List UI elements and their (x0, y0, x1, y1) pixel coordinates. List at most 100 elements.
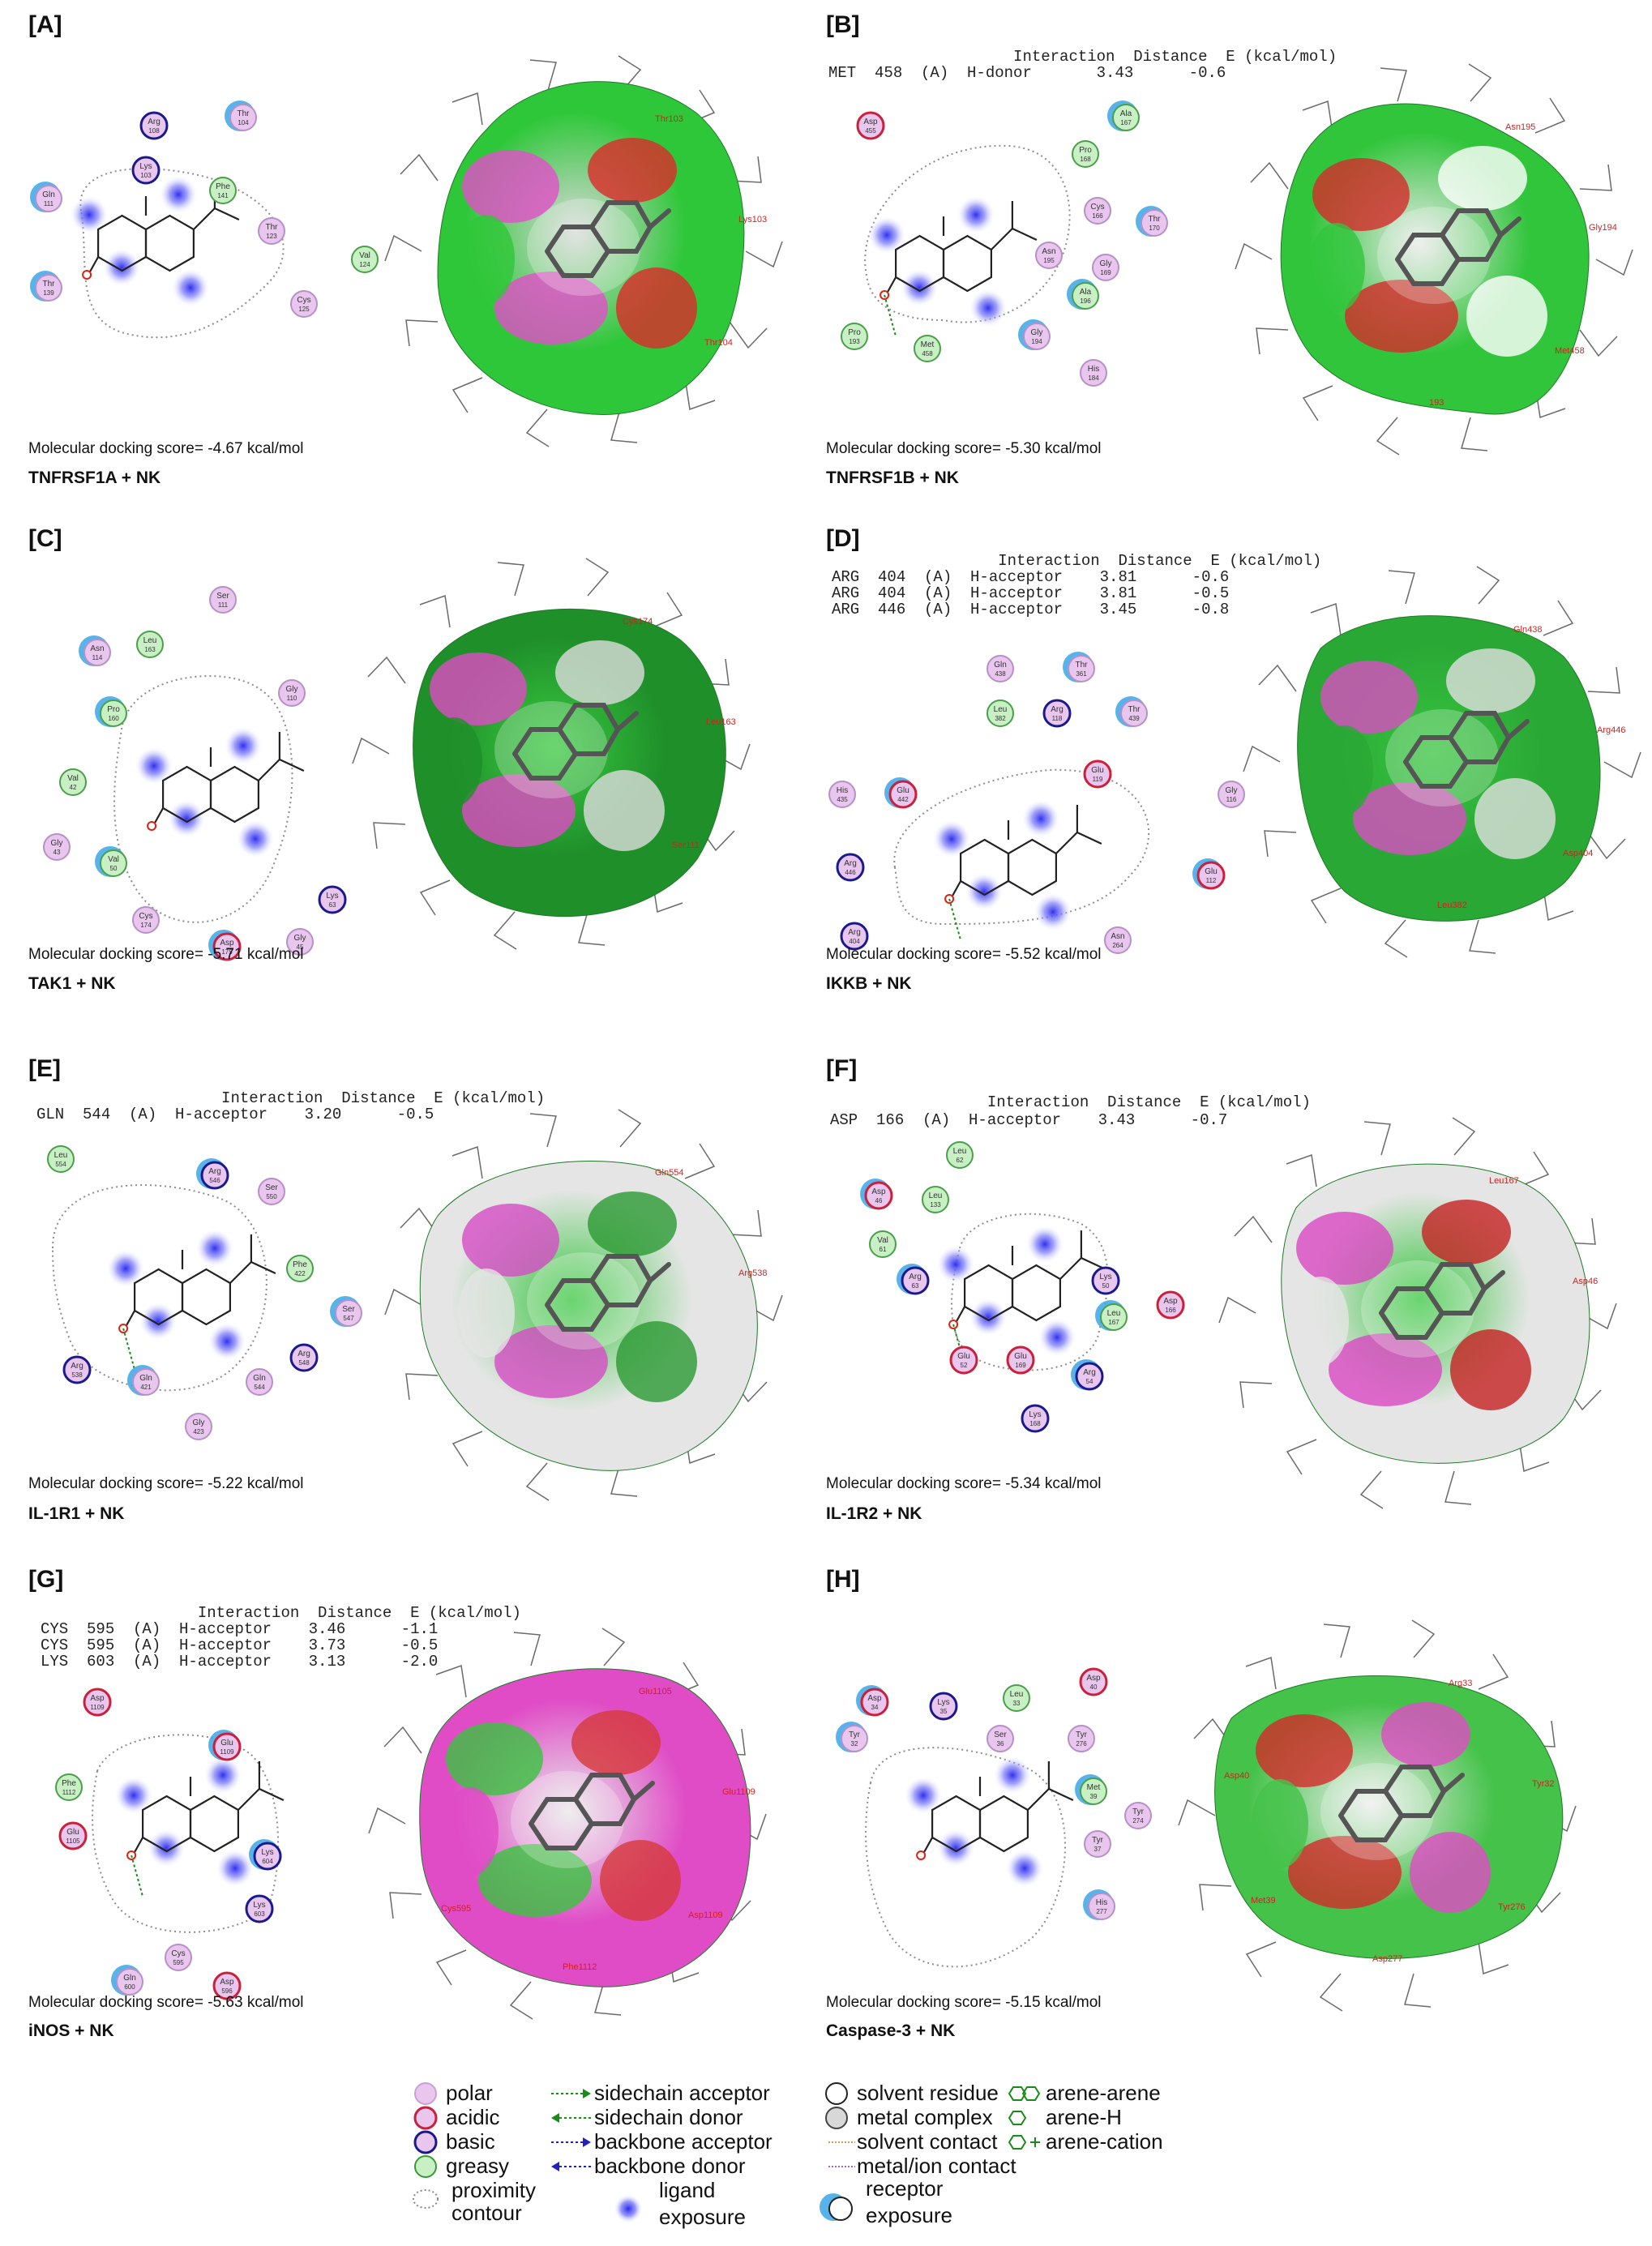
residue-number: 166 (1092, 212, 1103, 220)
ligand-exposure-glow (993, 1756, 1032, 1795)
residue-label: Gly (51, 839, 63, 848)
interaction-table-header: Interaction Distance E (kcal/mol) (36, 1089, 546, 1107)
ligand-structure (89, 181, 240, 272)
residue-node: Asn195 (1035, 242, 1063, 269)
residue-label: Arg (148, 118, 160, 126)
residue-number: 166 (1165, 1307, 1176, 1314)
interaction-table-header: Interaction Distance E (kcal/mol) (830, 1093, 1311, 1111)
residue-number: 168 (1029, 1420, 1041, 1427)
surface-residue-label: Met39 (1251, 1896, 1276, 1906)
residue-number: 123 (266, 233, 277, 240)
residue-number: 184 (1088, 374, 1099, 382)
residue-number: 108 (148, 127, 160, 135)
ligand-exposure-glow (900, 268, 939, 307)
legend-backbone-donor: backbone donor (594, 2154, 746, 2178)
complex-name: IKKB + NK (826, 974, 912, 993)
interaction-map: Ser111Asn114Leu163Gly110Pro160Val42Gly43… (43, 586, 347, 961)
legend-arene-cation: arene-cation (1046, 2129, 1163, 2154)
surface-residue-label: Asp404 (1563, 849, 1593, 858)
residue-label: Arg (297, 1350, 310, 1358)
residue-label: His (837, 786, 848, 795)
ligand-sticks (1338, 1765, 1465, 1842)
surface-residue-label: Asp1109 (688, 1910, 723, 1920)
complex-name: IL-1R2 + NK (826, 1504, 922, 1523)
surface-patch (494, 1325, 608, 1398)
surface-residue-label: Glu1105 (639, 1687, 672, 1696)
residue-label: Cys (171, 1949, 185, 1958)
residue-label: Phe (62, 1779, 76, 1788)
residue-label: His (1096, 1898, 1107, 1907)
surface-patch (616, 267, 697, 349)
panel-label: [B] (826, 11, 860, 38)
residue-node: Asp40 (1079, 1667, 1108, 1696)
protein-wireframe (1235, 63, 1633, 456)
proximity-contour (893, 768, 1150, 926)
docking-score: Molecular docking score= -5.22 kcal/mol (28, 1475, 304, 1492)
residue-number: 46 (875, 1197, 883, 1204)
residue-number: 603 (254, 1910, 265, 1918)
surface-residue-label: Ser111 (672, 841, 700, 850)
residue-label: Gln (994, 661, 1007, 670)
legend-proximity: proximity (452, 2178, 537, 2202)
residue-number: 604 (262, 1858, 273, 1865)
residue-node: Gly194 (1018, 319, 1051, 350)
hbond-line (948, 898, 962, 941)
residue-number: 125 (298, 306, 310, 313)
residue-number: 175 (221, 948, 233, 956)
interaction-table-header: Interaction Distance E (kcal/mol) (832, 552, 1322, 570)
residue-number: 595 (173, 1959, 184, 1966)
docking-score: Molecular docking score= -5.34 kcal/mol (826, 1475, 1102, 1492)
legend-metal-complex: metal complex (857, 2105, 993, 2129)
legend-receptor: receptor (866, 2176, 944, 2201)
residue-label: Arg (208, 1167, 221, 1176)
residue-number: 163 (144, 646, 156, 653)
metal-complex-icon (825, 2107, 848, 2129)
surface-patch (478, 1844, 592, 1917)
ligand-exposure-glow (135, 747, 173, 785)
complex-name: Caspase-3 + NK (826, 2021, 956, 2040)
legend-contour: contour (452, 2201, 522, 2225)
binding-pocket (527, 199, 640, 296)
residue-label: Glu (897, 786, 909, 795)
residue-label: Asp (1086, 1674, 1101, 1683)
ligand-exposure-glow (139, 1302, 178, 1341)
residue-label: Phe (216, 182, 230, 191)
legend-ligand: ligand (659, 2178, 716, 2202)
residue-number: 458 (922, 350, 933, 357)
surface-residue-label: Lys103 (738, 215, 767, 225)
residue-number: 277 (1096, 1908, 1107, 1915)
residue-number: 1105 (66, 1837, 80, 1845)
proximity-contour (79, 168, 285, 339)
residue-label: Cys (297, 296, 310, 305)
residue-number: 43 (53, 849, 61, 856)
proximity-contour (865, 1747, 1066, 1968)
residue-label: Lys (937, 1698, 949, 1707)
surface-residue-label: Leu167 (1489, 1176, 1519, 1186)
surface-residue-label: Met458 (1555, 346, 1585, 356)
residue-label: Lys (1099, 1273, 1111, 1281)
ligand-exposure-icon (614, 2194, 643, 2223)
residue-label: Leu (929, 1191, 943, 1200)
legend-backbone-acceptor: backbone acceptor (594, 2129, 773, 2154)
surface-patch (462, 774, 576, 847)
residue-label: Asp (871, 1187, 886, 1196)
docking-score: Molecular docking score= -5.52 kcal/mol (826, 946, 1102, 963)
residue-node: Glu1105 (58, 1821, 88, 1850)
residue-number: 50 (1102, 1282, 1110, 1290)
arene-arene-icon (1008, 2086, 1041, 2101)
interaction-table-row: MET 458 (A) H-donor 3.43 -0.6 (828, 64, 1226, 82)
receptor-exposure-icon (828, 2197, 853, 2221)
